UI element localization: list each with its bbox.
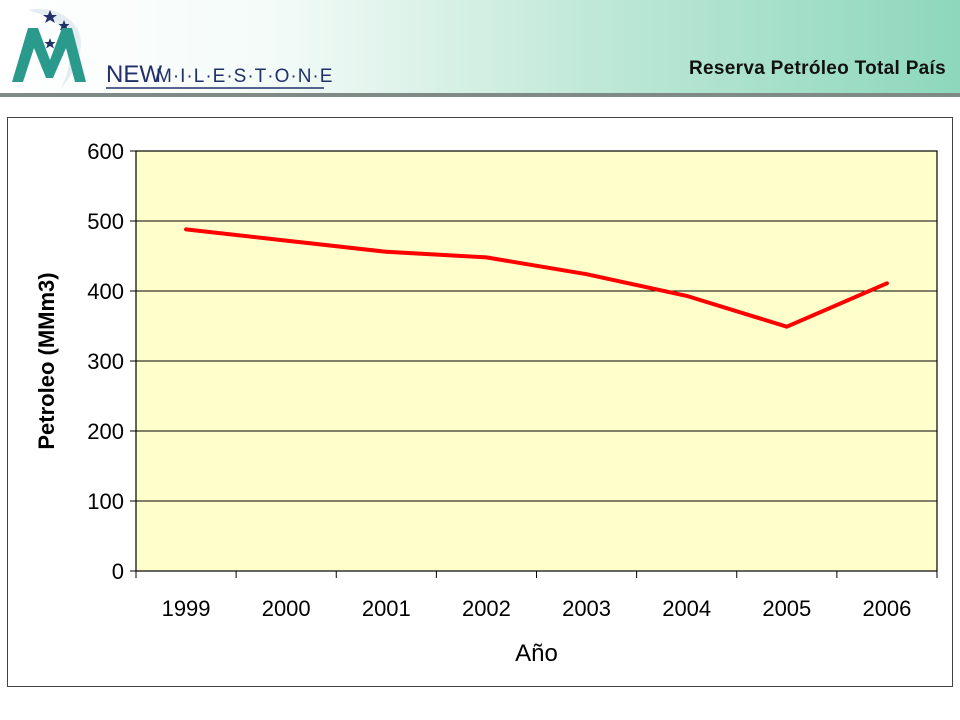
series-line <box>184 227 889 329</box>
y-axis-label: Petroleo (MMm3) <box>34 272 59 449</box>
y-tick-label: 100 <box>87 489 124 514</box>
line-chart: 0 100 200 300 400 500 600 1999 2000 2001 2002 2003 2… <box>34 139 938 667</box>
logo-text-new: NEW <box>106 61 162 88</box>
y-tick-label: 400 <box>87 279 124 304</box>
logo-star-icon <box>44 38 56 49</box>
slide-header: NEW M·I·L·E·S·T·O·N·E Reserva Petróleo T… <box>0 0 960 96</box>
logo-m-icon <box>12 28 86 82</box>
x-tick-label: 2005 <box>762 596 811 621</box>
logo-text-milestone: M·I·L·E·S·T·O·N·E <box>156 66 333 87</box>
y-tick-label: 600 <box>87 139 124 164</box>
x-tick-label: 2000 <box>262 596 311 621</box>
x-tick-label: 2004 <box>662 596 711 621</box>
x-tick-label: 2002 <box>462 596 511 621</box>
x-axis-label: Año <box>515 640 558 667</box>
chart-frame: 0 100 200 300 400 500 600 1999 2000 2001 2002 2003 2… <box>7 117 953 687</box>
x-tick-label: 2006 <box>862 596 911 621</box>
y-tick-label: 300 <box>87 349 124 374</box>
logo-star-icon <box>58 20 70 31</box>
x-tick-label: 1999 <box>162 596 211 621</box>
new-milestone-logo: NEW M·I·L·E·S·T·O·N·E <box>12 8 333 89</box>
slide-title: Reserva Petróleo Total País <box>689 58 946 79</box>
header-divider <box>0 93 960 97</box>
y-tick-label: 500 <box>87 209 124 234</box>
y-tick-label: 0 <box>112 559 124 584</box>
logo-star-icon <box>43 10 57 23</box>
y-tick-label: 200 <box>87 419 124 444</box>
x-tick-label: 2001 <box>362 596 411 621</box>
x-tick-label: 2003 <box>562 596 611 621</box>
